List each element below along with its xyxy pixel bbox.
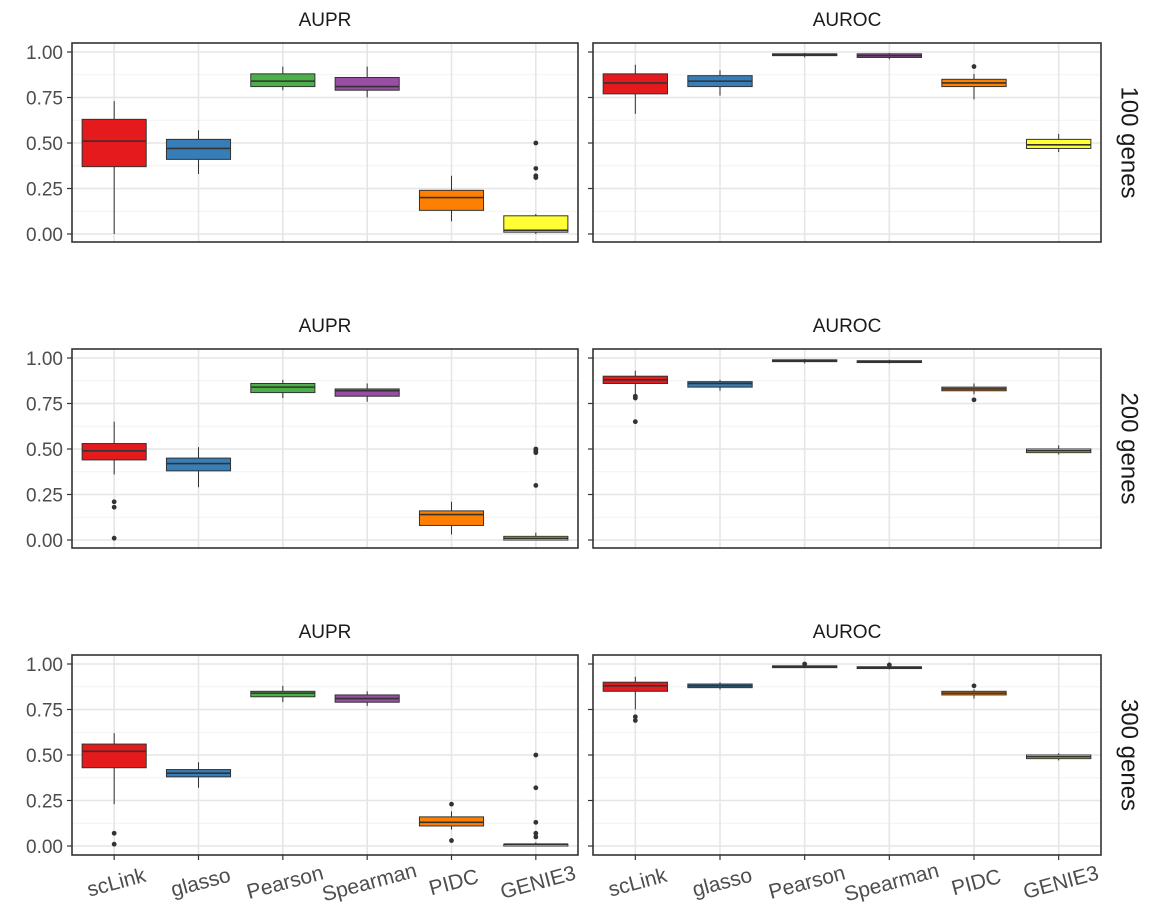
outlier-point — [533, 834, 539, 840]
box-pidc — [418, 510, 485, 526]
box-pidc — [418, 189, 485, 211]
box-genie3 — [503, 215, 569, 233]
y-tick-label: 0.50 — [26, 134, 63, 155]
outlier-point — [971, 683, 977, 689]
box-sclink — [81, 118, 147, 168]
outlier-point — [111, 830, 117, 836]
outlier-point — [533, 819, 539, 825]
box-sclink — [602, 73, 669, 95]
box-sclink — [81, 443, 147, 461]
x-tick-label-pidc: PIDC — [949, 865, 1003, 900]
box-pearson — [250, 382, 316, 394]
x-tick-label-spearman: Spearman — [320, 859, 420, 904]
facet-title-aupr: AUPR — [299, 316, 352, 337]
panel-auroc-100-genes — [588, 42, 1102, 243]
outlier-point — [632, 714, 638, 720]
outlier-point — [533, 752, 539, 758]
box-sclink — [602, 681, 669, 692]
y-tick-label: 0.25 — [26, 486, 63, 507]
y-tick-label: 0.75 — [26, 395, 63, 416]
outlier-point — [533, 175, 539, 180]
y-tick-label: 0.00 — [26, 531, 63, 552]
box-pearson — [250, 73, 316, 88]
y-tick-label: 1.00 — [26, 43, 63, 64]
facet-title-aupr: AUPR — [299, 10, 352, 31]
facet-title-auroc: AUROC — [813, 316, 882, 337]
outlier-point — [111, 504, 117, 510]
panel-aupr-100-genes: 0.00 0.25 0.50 0.75 1.00 — [26, 42, 579, 246]
box-glasso — [165, 457, 232, 472]
y-tick-label: 0.00 — [26, 837, 63, 858]
x-tick-label-glasso: glasso — [690, 864, 755, 902]
x-tick-label-pearson: Pearson — [244, 861, 326, 903]
y-tick-label: 0.25 — [26, 180, 63, 201]
box-genie3 — [1025, 138, 1092, 149]
y-tick-label: 0.25 — [26, 792, 63, 813]
x-tick-label-pearson: Pearson — [766, 861, 848, 903]
box-pidc — [418, 816, 485, 827]
outlier-point — [632, 395, 638, 401]
x-tick-label-pidc: PIDC — [427, 865, 481, 900]
x-tick-label-genie3: GENIE3 — [498, 862, 578, 904]
box-spearman — [334, 76, 400, 91]
box-sclink — [81, 743, 147, 769]
outlier-point — [533, 166, 539, 171]
outlier-point — [449, 801, 454, 807]
outlier-point — [632, 718, 638, 723]
y-tick-label: 0.50 — [26, 746, 63, 767]
x-tick-label-glasso: glasso — [169, 864, 234, 902]
y-tick-label: 0.75 — [26, 701, 63, 722]
box-glasso — [687, 381, 753, 388]
outlier-point — [971, 397, 977, 403]
x-tick-label-sclink: scLink — [85, 864, 149, 902]
outlier-point — [632, 419, 638, 425]
panel-aupr-200-genes: 0.00 0.25 0.50 0.75 1.00 — [26, 348, 579, 552]
y-tick-label: 1.00 — [26, 655, 63, 676]
y-tick-label: 0.00 — [26, 225, 63, 246]
outlier-point — [533, 140, 539, 146]
outlier-point — [111, 535, 117, 541]
y-tick-label: 0.50 — [26, 440, 63, 461]
x-tick-label-sclink: scLink — [606, 864, 670, 902]
facet-title-auroc: AUROC — [813, 10, 882, 31]
outlier-point — [802, 661, 808, 667]
outlier-point — [533, 450, 539, 456]
x-tick-label-genie3: GENIE3 — [1021, 862, 1101, 904]
facet-title-aupr: AUPR — [299, 622, 352, 643]
outlier-point — [971, 64, 977, 69]
outlier-point — [533, 483, 539, 488]
facet-title-auroc: AUROC — [813, 622, 882, 643]
outlier-point — [111, 841, 117, 847]
outlier-point — [886, 662, 892, 668]
y-tick-label: 1.00 — [26, 349, 63, 370]
y-tick-label: 0.75 — [26, 89, 63, 110]
facet-row-label: 100 genes — [1116, 86, 1143, 198]
box-glasso — [165, 138, 232, 160]
outlier-point — [449, 838, 454, 843]
outlier-point — [533, 785, 539, 791]
outlier-point — [111, 499, 117, 505]
panel-aupr-300-genes: 0.00 0.25 0.50 0.75 1.00 scLink glasso PearsonS… — [26, 654, 579, 904]
box-pearson — [250, 690, 316, 698]
facet-row-label: 200 genes — [1116, 392, 1143, 504]
x-tick-label-spearman: Spearman — [842, 859, 942, 904]
facet-row-label: 300 genes — [1116, 699, 1143, 811]
outlier-point — [533, 830, 539, 836]
box-spearman — [334, 388, 400, 397]
panel-auroc-200-genes — [588, 348, 1102, 549]
